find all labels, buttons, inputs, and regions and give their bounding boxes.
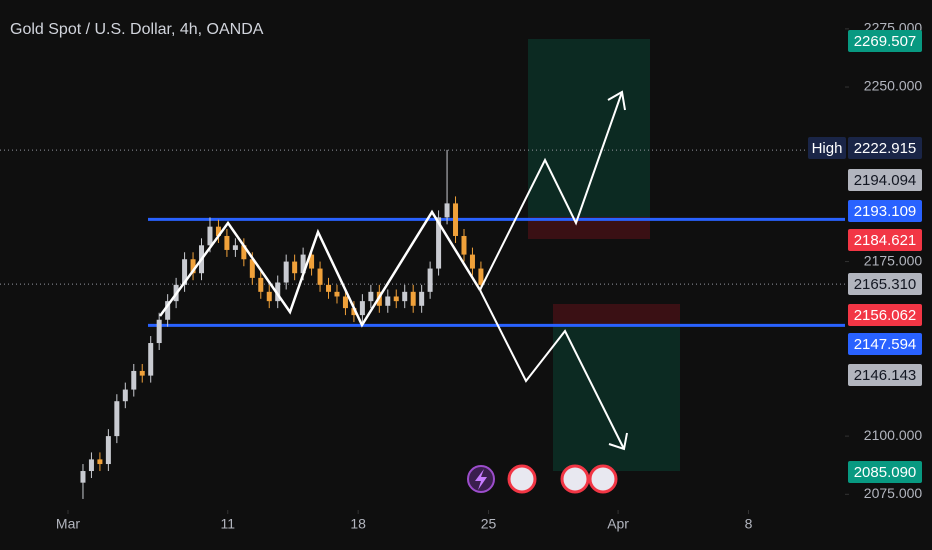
price-badge: [848, 137, 922, 159]
y-tick-label: 2250.000: [864, 78, 923, 94]
candle-body: [342, 296, 348, 309]
candle-body: [317, 268, 323, 285]
candle-body: [241, 245, 247, 260]
zigzag: [158, 209, 482, 328]
us-flag: [507, 464, 537, 494]
event-icons: [467, 464, 618, 494]
candle-body: [224, 235, 230, 250]
candle-body: [478, 268, 484, 285]
us-flag: [560, 464, 590, 494]
bear-arrowhead: [608, 432, 628, 451]
long-stop-zone: [528, 217, 650, 239]
price-badge-label: 2184.621: [854, 232, 917, 249]
candle-body: [300, 254, 306, 274]
candle-body: [359, 301, 365, 316]
candle-body: [207, 226, 213, 246]
candle-body: [114, 401, 120, 437]
candle-body: [309, 254, 315, 269]
candle-body: [131, 370, 137, 390]
candle-body: [215, 226, 221, 236]
price-badge: [848, 333, 922, 355]
price-badge: [848, 364, 922, 386]
candle-body: [427, 268, 433, 292]
price-badge: [848, 229, 922, 251]
price-badge: [848, 30, 922, 52]
y-tick-label: 2075.000: [864, 485, 923, 501]
price-badge-label: 2269.507: [854, 33, 917, 50]
candle-body: [334, 291, 340, 297]
candle-body: [148, 343, 154, 376]
candle-body: [258, 277, 264, 292]
bear-path: [479, 289, 625, 450]
x-tick-label: 8: [745, 516, 753, 532]
candle-body: [182, 259, 188, 285]
price-badge: [848, 304, 922, 326]
candle-body: [419, 291, 425, 306]
x-tick-label: Apr: [607, 516, 629, 532]
price-badge: [848, 169, 922, 191]
candle-body: [461, 235, 467, 255]
candle-body: [190, 259, 196, 274]
bull-arrowhead: [607, 90, 626, 111]
price-badge-label: 2222.915: [854, 140, 917, 157]
price-badge: [848, 200, 922, 222]
candle-body: [232, 245, 238, 250]
lightning: [475, 469, 487, 490]
price-badge-label: 2165.310: [854, 276, 917, 293]
candle-body: [266, 291, 272, 302]
candle-body: [80, 471, 86, 483]
us-flag: [588, 464, 618, 494]
chart-title: Gold Spot / U.S. Dollar, 4h, OANDA: [10, 21, 264, 38]
bull-path: [479, 91, 623, 291]
candle-body: [453, 203, 459, 236]
price-badge-label: 2193.109: [854, 203, 917, 220]
candle-body: [368, 291, 374, 302]
candle-body: [122, 389, 128, 402]
candle-body: [156, 319, 162, 344]
x-tick-label: Mar: [56, 516, 80, 532]
candle-body: [275, 282, 281, 302]
candle-body: [410, 291, 416, 306]
candle-body: [97, 459, 103, 465]
candle-body: [139, 370, 145, 376]
candle-body: [165, 301, 171, 320]
tag-label: High: [812, 140, 843, 157]
short-stop-zone: [553, 304, 680, 324]
y-tick-label: 2100.000: [864, 427, 923, 443]
candle-body: [351, 308, 357, 316]
x-tick-label: 11: [220, 516, 235, 532]
candle-body: [105, 436, 111, 465]
candle-body: [402, 291, 408, 302]
candle-body: [385, 296, 391, 306]
candle-body: [283, 261, 289, 283]
tag-badge: [808, 137, 846, 159]
y-tick-label: 2175.000: [864, 252, 923, 268]
price-badge-label: 2085.090: [854, 464, 917, 481]
candle-body: [88, 459, 94, 472]
price-badge-label: 2194.094: [854, 172, 917, 189]
price-badge-label: 2147.594: [854, 336, 917, 353]
x-tick-label: 25: [481, 516, 497, 532]
candle-body: [249, 259, 255, 278]
candle-body: [444, 203, 450, 218]
candle-body: [326, 284, 332, 292]
price-badge-label: 2146.143: [854, 367, 917, 384]
price-badge: [848, 273, 922, 295]
drawings: [158, 90, 628, 451]
x-tick-label: 18: [350, 516, 366, 532]
candle-body: [469, 254, 475, 269]
candle-body: [292, 261, 298, 274]
price-badge: [848, 461, 922, 483]
candle-body: [436, 217, 442, 269]
price-badge-label: 2156.062: [854, 307, 917, 324]
long-target-zone: [528, 39, 650, 217]
candle-body: [393, 296, 399, 302]
